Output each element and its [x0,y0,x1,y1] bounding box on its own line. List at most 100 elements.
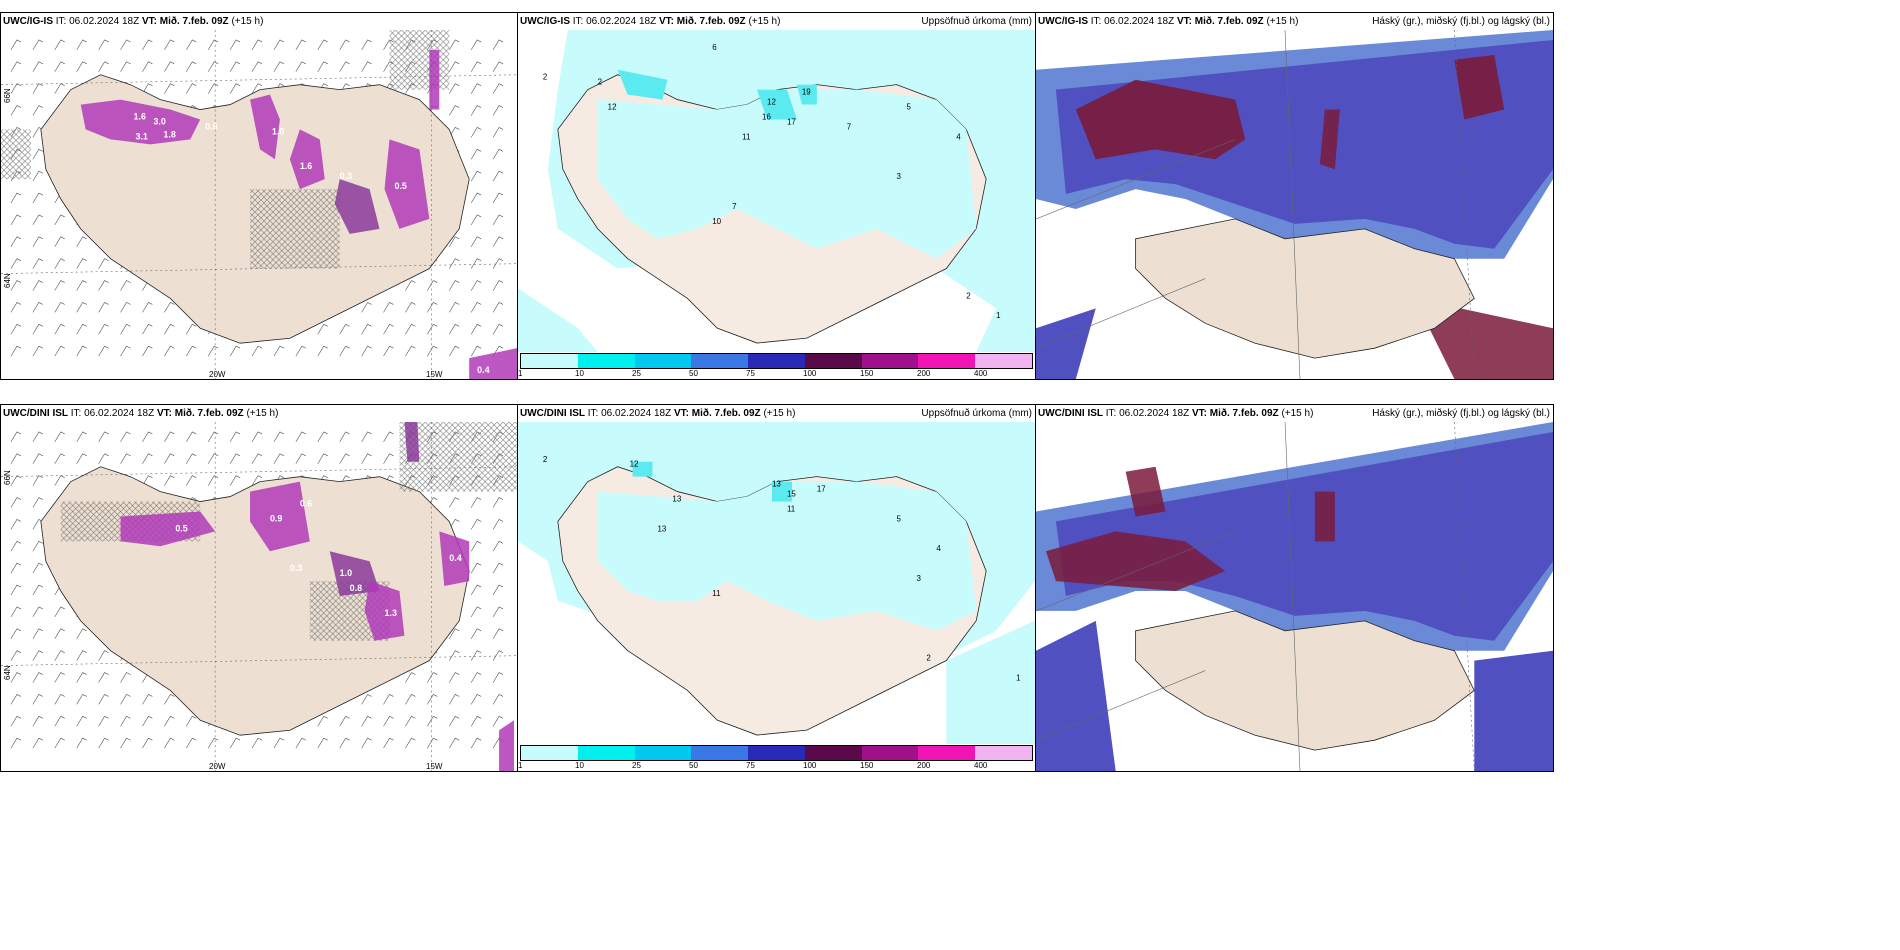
wind-barb [76,61,87,72]
wind-barb [383,323,394,335]
panel-header: UWC/IG-IS IT: 06.02.2024 18Z VT: Mið. 7.… [3,16,263,27]
colorbar-tick-label: 400 [974,369,988,378]
wind-barb [361,694,372,705]
wind-barb [229,345,241,357]
wind-barb [427,280,438,291]
wind-barb [427,694,438,705]
wind-barb [164,39,175,51]
wind-barb [470,606,482,618]
wind-barb [207,431,219,443]
init-time: IT: 06.02.2024 18Z [1105,408,1190,419]
wind-barb [76,628,87,639]
wind-barb [120,345,131,357]
wind-barb [142,475,153,486]
lead-time: (+15 h) [748,16,781,27]
wind-barb [317,323,328,335]
wind-barb [186,453,197,464]
wind-barb [54,302,65,313]
snow-label: 0.4 [477,365,489,375]
wind-barb [54,61,65,72]
snow-wind-map: 0.9 1.0 1.3 0.8 0.5 0.6 0.3 0.4 [1,422,517,771]
colorbar-segment [918,746,976,760]
wind-barb [32,258,43,269]
wind-barb [317,61,328,72]
svg-text:5: 5 [897,514,902,523]
svg-text:3: 3 [916,574,921,583]
wind-barb [76,431,87,443]
wind-barb [142,323,153,335]
wind-barb [120,280,131,291]
wind-barb [164,694,175,705]
wind-barb [10,453,22,464]
wind-barb [120,61,131,72]
model-label: UWC/DINI ISL [1038,408,1103,419]
wind-barb [492,258,504,269]
wind-barb [32,584,43,596]
wind-barb [32,192,43,204]
wind-barb [339,39,350,51]
wind-barb [10,61,22,72]
wind-barb [32,694,43,705]
wind-barb [449,39,460,51]
wind-barb [76,39,87,51]
svg-text:2: 2 [966,291,971,300]
wind-barb [273,737,285,749]
svg-text:12: 12 [630,460,639,469]
colorbar-segment [804,746,862,760]
wind-barb [32,650,43,661]
wind-barb [10,105,22,116]
wind-barb [207,39,219,51]
wind-barb [32,737,43,749]
map-panel-bottom-right: UWC/DINI ISL IT: 06.02.2024 18Z VT: Mið.… [1035,404,1554,772]
colorbar-tick-label: 10 [575,761,584,770]
panel-title: Háský (gr.), miðský (fj.bl.) og lágský (… [1372,16,1550,27]
panel-title: Háský (gr.), miðský (fj.bl.) og lágský (… [1372,408,1550,419]
wind-barb [32,61,43,72]
wind-barb [142,715,153,727]
valid-time: VT: Mið. 7.feb. 09Z [658,16,746,27]
wind-barb [98,672,109,683]
wind-barb [10,323,22,335]
wind-barb [251,475,263,486]
wind-barb [98,453,109,464]
wind-barb [317,737,328,749]
wind-barb [32,170,43,182]
svg-text:11: 11 [787,504,796,513]
wind-barb [361,302,372,313]
wind-barb [76,694,87,705]
wind-barb [10,431,22,443]
colorbar-segments [520,353,1033,369]
wind-barb [164,61,175,72]
wind-barb [54,431,65,443]
colorbar-segment [861,354,919,368]
wind-barb [492,39,504,51]
wind-barb [10,540,22,552]
wind-barb [492,280,504,291]
snow-wind-svg: 1.6 3.0 3.1 1.8 1.0 0.8 1.6 0.3 0.5 0.4 [1,30,517,379]
colorbar-tick-label: 75 [746,369,755,378]
wind-barb [10,258,22,269]
wind-barb [54,345,65,357]
wind-barb [405,302,416,313]
wind-barb [427,672,438,683]
colorbar-tick-label: 100 [803,761,817,770]
panel-header: UWC/DINI ISL IT: 06.02.2024 18Z VT: Mið.… [3,408,278,419]
lon-label-15w: 15W [426,370,443,379]
wind-barb [492,628,504,639]
wind-barb [492,323,504,335]
lon-label-20w: 20W [209,370,226,379]
wind-barb [32,715,43,727]
wind-barb [470,192,482,204]
wind-barb [120,715,131,727]
wind-barb [470,694,482,705]
precip-svg: 2 6 2 12 12 19 16 17 11 10 7 7 5 4 3 2 1 [518,30,1035,352]
svg-text:6: 6 [712,43,717,52]
wind-barb [207,737,219,749]
wind-barb [54,628,65,639]
svg-text:17: 17 [787,117,796,126]
colorbar-tick-label: 200 [917,761,931,770]
panel-header: UWC/IG-IS IT: 06.02.2024 18Z VT: Mið. 7.… [520,16,780,27]
wind-barb [76,650,87,661]
wind-barb [449,628,460,639]
wind-barb [10,562,22,574]
